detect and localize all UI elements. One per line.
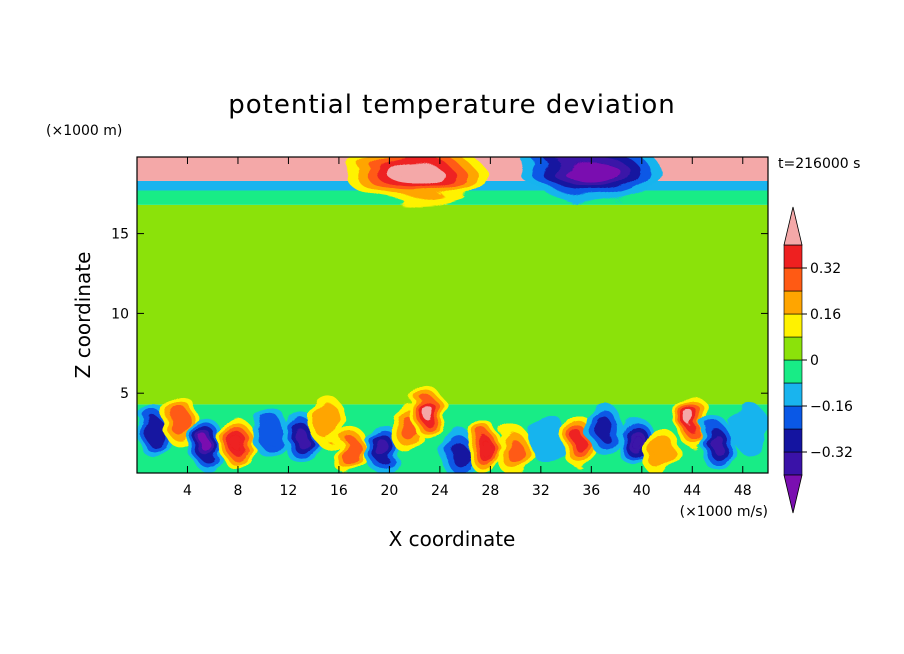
colorbar-segment: [783, 336, 803, 361]
field-blob: [630, 433, 641, 449]
x-ticks: 4 8 12 16 20 24 28 32 36 40 44 48: [183, 157, 752, 499]
x-unit-label: (×1000 m/s): [680, 504, 768, 520]
y-tick-label: 5: [120, 386, 129, 402]
field-blob: [536, 421, 559, 454]
colorbar-segment: [783, 382, 803, 407]
colorbar-tick-label: −0.32: [810, 445, 853, 461]
field-blob: [687, 412, 698, 428]
colorbar-segment: [783, 405, 803, 430]
field-blobs: [137, 157, 768, 473]
colorbar: 0.32 0.16 0 −0.16 −0.32: [783, 206, 853, 514]
colorbar-tick-label: 0: [810, 353, 819, 369]
chart-title: potential temperature deviation: [228, 90, 675, 120]
colorbar-segment: [783, 451, 803, 476]
colorbar-segment: [783, 359, 803, 384]
y-tick-label: 10: [111, 306, 129, 322]
field-blob: [574, 164, 609, 179]
field-blob: [572, 432, 585, 451]
y-unit-label: (×1000 m): [46, 123, 122, 139]
field-blob: [652, 440, 669, 464]
colorbar-tick-label: 0.32: [810, 261, 841, 277]
x-tick-label: 24: [431, 483, 449, 499]
field-blob: [232, 436, 244, 452]
colorbar-tick-label: 0.16: [810, 307, 841, 323]
x-tick-label: 28: [481, 483, 499, 499]
colorbar-segment: [783, 313, 803, 338]
x-tick-label: 4: [183, 483, 192, 499]
field-blob: [261, 419, 278, 444]
x-axis-label: X coordinate: [389, 527, 516, 551]
field-blob: [422, 404, 433, 420]
field-blob: [595, 416, 612, 440]
field-band: [137, 204, 768, 405]
field-blob: [737, 412, 761, 445]
field-blob: [149, 424, 163, 443]
colorbar-min-arrow: [783, 474, 803, 514]
colorbar-segment: [783, 290, 803, 315]
y-ticks: 5 10 15: [111, 227, 768, 402]
field-bands: [137, 157, 768, 473]
x-tick-label: 20: [380, 483, 398, 499]
colorbar-tick-label: −0.16: [810, 399, 853, 415]
x-tick-label: 12: [280, 483, 298, 499]
field-blob: [507, 440, 524, 464]
field-blob: [450, 442, 467, 466]
field-blob: [201, 436, 212, 452]
y-tick-label: 15: [111, 227, 129, 243]
contour-field: [137, 157, 768, 473]
field-blob: [711, 435, 724, 454]
x-tick-label: 44: [683, 483, 701, 499]
colorbar-segment: [783, 267, 803, 292]
time-label: t=216000 s: [778, 156, 860, 172]
x-tick-label: 32: [532, 483, 550, 499]
field-blob: [397, 165, 432, 181]
field-blob: [478, 440, 490, 455]
x-tick-label: 8: [233, 483, 242, 499]
x-tick-label: 36: [582, 483, 600, 499]
field-blob: [318, 408, 335, 432]
colorbar-max-arrow: [783, 206, 803, 246]
field-blob: [294, 428, 308, 447]
x-tick-label: 40: [633, 483, 651, 499]
plot-frame: [136, 156, 769, 474]
field-blob: [376, 440, 390, 459]
x-tick-label: 16: [330, 483, 348, 499]
colorbar-segment: [783, 244, 803, 269]
y-axis-label: Z coordinate: [71, 252, 95, 379]
field-blob: [174, 412, 188, 431]
colorbar-segment: [783, 428, 803, 453]
field-blob: [345, 443, 358, 462]
x-tick-label: 48: [734, 483, 752, 499]
